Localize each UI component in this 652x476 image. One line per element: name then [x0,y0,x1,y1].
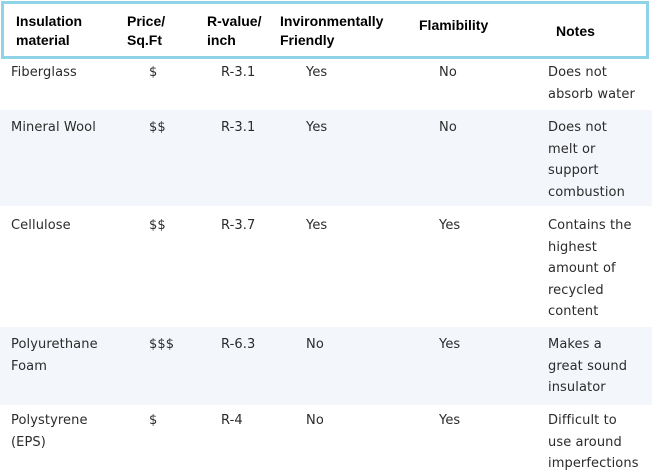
cell-price: $ [149,413,158,428]
note-line: great sound [548,358,628,374]
cell-notes: Does not absorb water [548,62,650,105]
header-insulation-material: Insulation material [16,13,83,48]
header-environmentally-friendly: Invironmentally Friendly [280,13,384,48]
note-line: content [548,304,599,319]
cell-environmentally-friendly: Yes [306,120,328,135]
cell-r-value: R-3.1 [221,120,256,135]
note-line: Makes a [548,337,602,352]
cell-environmentally-friendly: Yes [306,218,328,233]
cell-material: Fiberglass [11,65,77,80]
note-line: amount of [548,261,616,276]
cell-notes: Contains the highest amount of recycled … [548,215,650,323]
cell-environmentally-friendly: Yes [306,65,328,80]
note-line: recycled [548,282,604,298]
material-line: (EPS) [11,434,46,450]
cell-price: $ [149,65,158,80]
note-line: Contains the [548,218,632,233]
header-r-value: R-value/ inch [207,13,262,48]
cell-r-value: R-4 [221,413,243,428]
material-line: Polystyrene [11,413,88,428]
table-row: Mineral Wool $$ R-3.1 Yes No Does not me… [0,110,652,206]
header-notes: Notes [556,23,595,39]
cell-material: Mineral Wool [11,120,96,135]
cell-environmentally-friendly: No [306,337,324,352]
table-row: Polystyrene (EPS) $ R-4 No Yes Difficult… [0,405,652,476]
cell-flammability: No [439,65,457,80]
note-line: Does not [548,65,607,80]
note-line: use around [548,434,622,450]
note-line: imperfections [548,456,639,471]
header-price: Price/ Sq.Ft [127,13,166,48]
cell-flammability: No [439,120,457,135]
note-line: insulator [548,380,606,395]
cell-r-value: R-3.1 [221,65,256,80]
header-flammability: Flamibility [419,17,489,33]
cell-material: Polystyrene (EPS) [11,410,88,453]
cell-r-value: R-3.7 [221,218,256,233]
cell-price: $$$ [149,337,175,352]
note-line: support [548,163,599,178]
table-row: Polyurethane Foam $$$ R-6.3 No Yes Makes… [0,327,652,405]
note-line: melt or [548,141,596,157]
cell-flammability: Yes [439,413,461,428]
cell-material: Cellulose [11,218,71,233]
note-line: Difficult to [548,413,617,428]
cell-price: $$ [149,218,166,233]
note-line: absorb water [548,86,635,102]
note-line: highest [548,239,597,255]
cell-material: Polyurethane Foam [11,334,98,377]
table-header: Insulation material Price/ Sq.Ft R-value… [1,1,649,59]
cell-price: $$ [149,120,166,135]
table-row: Fiberglass $ R-3.1 Yes No Does not absor… [0,58,652,110]
cell-flammability: Yes [439,337,461,352]
cell-notes: Difficult to use around imperfections [548,410,650,475]
note-line: Does not [548,120,607,135]
cell-notes: Makes a great sound insulator [548,334,650,399]
material-line: Foam [11,358,47,374]
cell-notes: Does not melt or support combustion [548,117,650,203]
table-row: Cellulose $$ R-3.7 Yes Yes Contains the … [0,206,652,327]
cell-flammability: Yes [439,218,461,233]
cell-r-value: R-6.3 [221,337,256,352]
note-line: combustion [548,184,625,200]
material-line: Polyurethane [11,337,98,352]
cell-environmentally-friendly: No [306,413,324,428]
